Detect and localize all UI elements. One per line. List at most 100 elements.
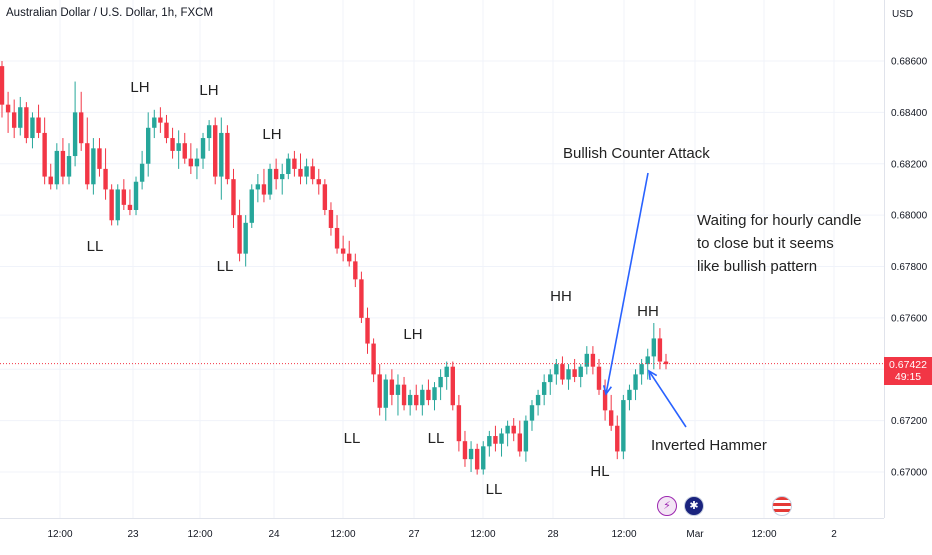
annotation-arrow xyxy=(648,370,687,428)
swing-label: HL xyxy=(590,463,609,480)
candle xyxy=(176,143,181,151)
swing-label: LL xyxy=(217,258,234,275)
candle xyxy=(182,143,187,159)
candle xyxy=(426,389,431,401)
candle xyxy=(615,425,620,452)
candle xyxy=(347,253,352,262)
swing-label: LH xyxy=(262,126,281,143)
candle xyxy=(48,176,53,185)
candle xyxy=(103,168,108,190)
swing-label: LL xyxy=(344,430,361,447)
candle xyxy=(499,433,504,444)
candle xyxy=(85,143,90,185)
candle xyxy=(359,279,364,318)
candle xyxy=(316,179,321,185)
candle xyxy=(109,189,114,221)
time-tick-label: 23 xyxy=(127,529,139,540)
candle xyxy=(572,369,577,377)
candle xyxy=(237,215,242,254)
annotation-arrow xyxy=(605,172,649,395)
time-tick-label: 12:00 xyxy=(330,529,355,540)
candle xyxy=(554,364,559,375)
candle xyxy=(72,112,78,157)
time-axis[interactable]: 12:00 23 12:00 24 12:00 27 12:00 28 12:00 Mar 12:0… xyxy=(47,529,837,540)
current-price-value: 0.67422 xyxy=(889,359,927,371)
candles xyxy=(0,61,669,475)
candle xyxy=(584,353,590,367)
candle xyxy=(432,387,437,401)
arrow-head xyxy=(647,369,658,381)
candle xyxy=(389,379,395,395)
candle xyxy=(139,163,145,182)
time-tick-label: 12:00 xyxy=(47,529,72,540)
price-axis-border xyxy=(884,0,885,518)
candle xyxy=(292,158,297,169)
annotation-note: like bullish pattern xyxy=(697,258,817,275)
candle xyxy=(0,66,5,105)
candle xyxy=(146,127,151,164)
candle xyxy=(529,405,535,421)
candle xyxy=(219,132,224,177)
candle xyxy=(310,166,315,180)
candle xyxy=(444,366,449,377)
candle xyxy=(200,138,206,159)
symbol-title[interactable]: Australian Dollar / U.S. Dollar, 1h, FXC… xyxy=(6,7,214,19)
candle xyxy=(66,156,72,177)
time-axis-border xyxy=(0,518,884,519)
candle xyxy=(621,400,626,452)
bar-countdown: 49:15 xyxy=(894,371,922,383)
time-tick-label: 12:00 xyxy=(470,529,495,540)
us-flag-icon[interactable] xyxy=(772,496,792,516)
candle xyxy=(158,117,163,123)
candle xyxy=(505,425,510,434)
candle xyxy=(127,204,133,210)
candle xyxy=(42,132,47,177)
candle xyxy=(395,384,401,395)
candle xyxy=(255,184,261,190)
candle xyxy=(133,181,139,210)
candle xyxy=(328,209,334,228)
candle xyxy=(474,448,480,470)
candle xyxy=(420,389,425,406)
candle xyxy=(11,112,17,128)
candle xyxy=(602,389,608,411)
candle xyxy=(115,189,120,221)
australia-flag-icon[interactable]: ✱ xyxy=(684,496,704,516)
candle xyxy=(560,364,565,380)
candle xyxy=(511,425,516,434)
swing-label: LH xyxy=(403,326,422,343)
swing-label: LH xyxy=(199,82,218,99)
candle xyxy=(639,364,644,375)
time-tick-label: 2 xyxy=(831,529,837,540)
candle xyxy=(541,382,547,395)
candle xyxy=(267,168,273,195)
candle xyxy=(468,448,474,460)
candle xyxy=(298,168,303,177)
candle xyxy=(91,148,96,185)
lightning-icon[interactable]: ⚡ xyxy=(657,496,677,516)
currency-label: USD xyxy=(892,9,914,20)
annotation-note: Waiting for hourly candle xyxy=(697,212,862,229)
candle xyxy=(627,389,632,401)
price-axis[interactable]: 0.68600 0.68400 0.68200 0.68000 0.67800 0.676… xyxy=(884,0,928,518)
candle xyxy=(78,112,84,144)
candle xyxy=(456,405,462,442)
candle xyxy=(657,338,663,362)
candle xyxy=(36,117,41,133)
current-price-badge: 0.67422 49:15 xyxy=(884,357,932,385)
annotations: LH LH LH LL LL LH LL LL HH HH HL LL Bullish Counter … xyxy=(87,79,862,498)
candle xyxy=(371,343,376,375)
candle xyxy=(401,384,407,406)
candle xyxy=(353,261,358,280)
candle xyxy=(566,369,571,380)
candle xyxy=(340,248,346,254)
candle xyxy=(30,117,35,139)
candle xyxy=(645,356,650,365)
candle xyxy=(243,222,248,254)
candle xyxy=(5,104,11,113)
candle xyxy=(462,441,468,460)
candle xyxy=(280,174,285,180)
candle xyxy=(54,150,60,185)
